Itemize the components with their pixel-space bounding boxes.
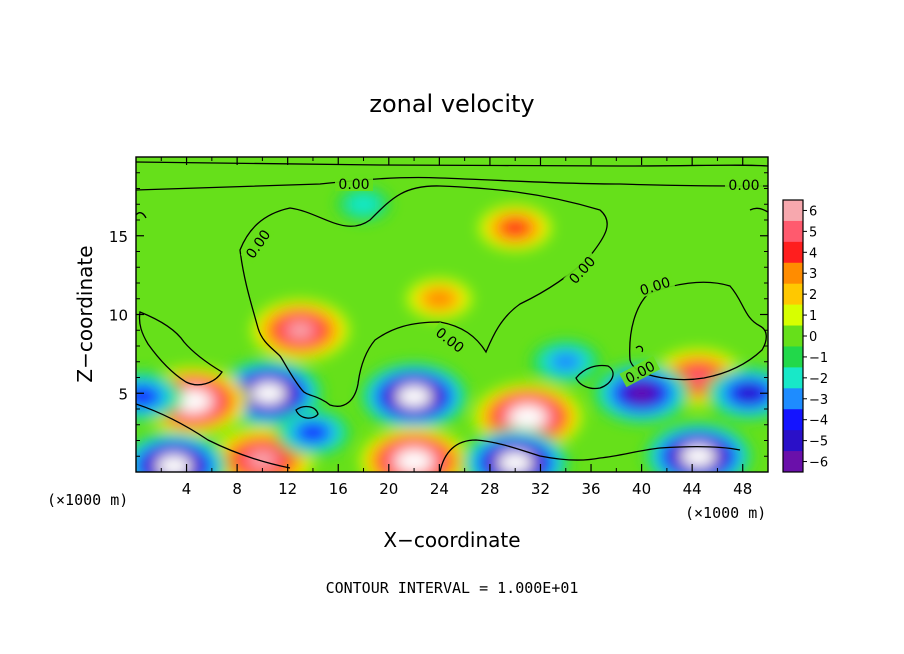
x-unit-left: (×1000 m) [47, 491, 128, 509]
x-axis: 4 8 12 16 20 24 28 32 36 40 44 48 [160, 157, 752, 498]
field-blob [735, 384, 763, 402]
x-tick-label: 32 [531, 480, 550, 498]
colorbar-swatch [783, 346, 803, 368]
field-blob [684, 368, 713, 387]
field-blob [549, 351, 583, 373]
colorbar-swatch [783, 451, 803, 473]
colorbar-swatch [783, 241, 803, 264]
field-blob [504, 455, 527, 470]
x-tick-label: 48 [733, 480, 752, 498]
colorbar-label: −2 [809, 372, 828, 387]
contour-line [136, 403, 291, 469]
contour-label-bg [725, 177, 763, 192]
colorbar: 6 5 4 3 2 1 0 −1 −2 −3 −4 −5 −6 [782, 199, 828, 473]
x-tick-label: 20 [379, 480, 398, 498]
field-blob [248, 450, 276, 468]
contour-label-bg [335, 176, 373, 191]
colorbar-label: 5 [809, 225, 817, 240]
contour-interval-note: CONTOUR INTERVAL = 1.000E+01 [326, 579, 579, 597]
x-tick-label: 16 [329, 480, 348, 498]
colorbar-label: −1 [809, 351, 828, 366]
x-tick-label: 44 [683, 480, 702, 498]
contour-label-group: 0.00 [634, 272, 676, 299]
colorbar-label: −4 [809, 414, 828, 429]
colorbar-swatch [783, 409, 803, 431]
colorbar-swatch [783, 262, 803, 285]
field-blob [628, 385, 655, 402]
colorbar-swatch [783, 430, 803, 452]
contour-label-group: 0.00 [335, 176, 373, 193]
colorbar-label: −3 [809, 393, 828, 408]
colorbar-label: 4 [809, 246, 817, 261]
field-blob [257, 386, 280, 401]
y-axis-label: Z−coordinate [73, 245, 97, 382]
contour-line [749, 207, 768, 213]
colorbar-label: −6 [809, 456, 828, 471]
contour-line [439, 439, 741, 472]
colorbar-label: 0 [809, 330, 817, 345]
colorbar-swatch [783, 200, 803, 222]
field-blob [136, 386, 158, 406]
contour-line [138, 311, 223, 386]
field-blob [181, 394, 204, 409]
contour-line [239, 185, 608, 407]
colorbar-label: −5 [809, 435, 828, 450]
colorbar-swatch [783, 388, 803, 410]
contour-label-bg [634, 272, 676, 299]
x-tick-label: 8 [232, 480, 242, 498]
contour-line [635, 345, 644, 353]
x-unit-right: (×1000 m) [685, 504, 766, 522]
colorbar-swatch [783, 325, 803, 347]
colorbar-label: 3 [809, 267, 817, 282]
colorbar-swatch [783, 367, 803, 389]
colorbar-label: 2 [809, 288, 817, 303]
colorbar-swatch [783, 304, 803, 327]
contour-line [136, 176, 768, 191]
contour-label: 0.00 [728, 178, 759, 194]
contour-label-bg [430, 321, 470, 358]
field-blob [403, 454, 426, 468]
colorbar-swatch [783, 220, 803, 243]
contour-label-group: 0.00 [725, 177, 763, 194]
contour-label: 0.00 [338, 177, 369, 193]
chart-title: zonal velocity [369, 90, 534, 118]
field-blob [287, 322, 314, 339]
y-tick-label: 15 [109, 228, 128, 246]
contour-label-bg [619, 356, 661, 388]
contour-line [136, 161, 768, 167]
x-tick-label: 4 [182, 480, 192, 498]
velocity-field [136, 157, 768, 472]
field-blob [298, 423, 328, 442]
x-tick-label: 36 [581, 480, 600, 498]
field-blob [403, 389, 426, 404]
y-axis: 5 10 15 [109, 172, 768, 457]
x-tick-label: 24 [430, 480, 449, 498]
x-tick-label: 28 [480, 480, 499, 498]
colorbar-swatch [783, 283, 803, 306]
contour-label-bg [240, 223, 275, 264]
y-tick-label: 10 [109, 307, 128, 325]
contour-line [295, 405, 319, 419]
field-blob [687, 449, 710, 464]
zero-contours [136, 161, 768, 472]
x-axis-label: X−coordinate [383, 528, 520, 552]
x-tick-label: 40 [632, 480, 651, 498]
colorbar-label: 1 [809, 309, 817, 324]
colorbar-label: 6 [809, 204, 817, 219]
contour-label-bg [563, 250, 600, 289]
x-tick-label: 12 [278, 480, 297, 498]
plot-area: 0.00 0.000.000.00 0.000.000.00 4 8 12 16 20 24 2… [109, 156, 769, 498]
contour-line [136, 212, 147, 219]
field-blob [162, 458, 185, 472]
field-blob [346, 193, 381, 216]
field-blob [424, 289, 455, 309]
contour-line [575, 364, 614, 390]
field-blob [516, 409, 539, 424]
field-blob [501, 219, 529, 237]
y-tick-label: 5 [118, 385, 128, 403]
